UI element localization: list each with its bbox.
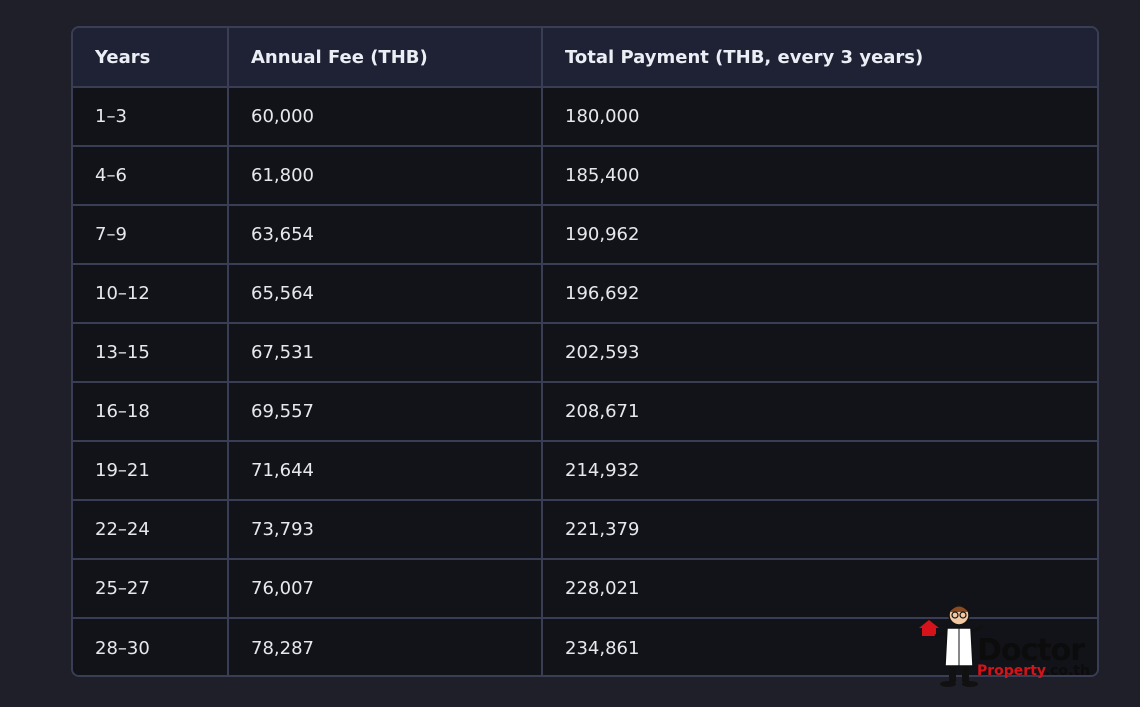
cell-annual-fee: 69,557 bbox=[227, 381, 543, 442]
fee-table: Years Annual Fee (THB) Total Payment (TH… bbox=[73, 28, 1097, 675]
table-header: Years Annual Fee (THB) Total Payment (TH… bbox=[73, 28, 1097, 88]
cell-total-payment: 190,962 bbox=[541, 204, 1097, 265]
cell-years: 28–30 bbox=[73, 617, 229, 675]
cell-years: 13–15 bbox=[73, 322, 229, 383]
logo-sub-brand: Property bbox=[977, 663, 1045, 679]
table-row: 1–3 60,000 180,000 bbox=[73, 86, 1097, 147]
cell-total-payment: 221,379 bbox=[541, 499, 1097, 560]
cell-total-payment: 228,021 bbox=[541, 558, 1097, 619]
cell-annual-fee: 73,793 bbox=[227, 499, 543, 560]
cell-total-payment: 208,671 bbox=[541, 381, 1097, 442]
cell-annual-fee: 76,007 bbox=[227, 558, 543, 619]
cell-years: 10–12 bbox=[73, 263, 229, 324]
cell-years: 16–18 bbox=[73, 381, 229, 442]
fee-table-container: Years Annual Fee (THB) Total Payment (TH… bbox=[71, 26, 1099, 677]
table-row: 7–9 63,654 190,962 bbox=[73, 204, 1097, 265]
cell-years: 22–24 bbox=[73, 499, 229, 560]
cell-annual-fee: 60,000 bbox=[227, 86, 543, 147]
cell-total-payment: 196,692 bbox=[541, 263, 1097, 324]
header-years: Years bbox=[73, 28, 229, 88]
table-row: 19–21 71,644 214,932 bbox=[73, 440, 1097, 501]
cell-annual-fee: 78,287 bbox=[227, 617, 543, 675]
table-body: 1–3 60,000 180,000 4–6 61,800 185,400 7–… bbox=[73, 86, 1097, 675]
table-row: 25–27 76,007 228,021 bbox=[73, 558, 1097, 619]
table-row: 16–18 69,557 208,671 bbox=[73, 381, 1097, 442]
logo-word: Doctor bbox=[977, 633, 1085, 668]
table-row: 28–30 78,287 234,861 bbox=[73, 617, 1097, 675]
cell-annual-fee: 65,564 bbox=[227, 263, 543, 324]
cell-annual-fee: 67,531 bbox=[227, 322, 543, 383]
cell-total-payment: 185,400 bbox=[541, 145, 1097, 206]
logo-sub: Property.co.th bbox=[977, 664, 1090, 678]
table-row: 22–24 73,793 221,379 bbox=[73, 499, 1097, 560]
header-row: Years Annual Fee (THB) Total Payment (TH… bbox=[73, 28, 1097, 88]
cell-annual-fee: 61,800 bbox=[227, 145, 543, 206]
cell-years: 4–6 bbox=[73, 145, 229, 206]
cell-total-payment: 234,861 bbox=[541, 617, 1097, 675]
doctor-mascot-icon bbox=[919, 604, 984, 687]
cell-total-payment: 180,000 bbox=[541, 86, 1097, 147]
cell-annual-fee: 63,654 bbox=[227, 204, 543, 265]
header-annual-fee: Annual Fee (THB) bbox=[227, 28, 543, 88]
cell-years: 1–3 bbox=[73, 86, 229, 147]
cell-total-payment: 202,593 bbox=[541, 322, 1097, 383]
cell-years: 25–27 bbox=[73, 558, 229, 619]
table-row: 10–12 65,564 196,692 bbox=[73, 263, 1097, 324]
doctor-property-logo: Doctor Property.co.th bbox=[915, 600, 1125, 690]
header-total-payment: Total Payment (THB, every 3 years) bbox=[541, 28, 1097, 88]
cell-annual-fee: 71,644 bbox=[227, 440, 543, 501]
logo-sub-domain: .co.th bbox=[1044, 663, 1090, 679]
table-row: 4–6 61,800 185,400 bbox=[73, 145, 1097, 206]
table-row: 13–15 67,531 202,593 bbox=[73, 322, 1097, 383]
cell-years: 19–21 bbox=[73, 440, 229, 501]
cell-years: 7–9 bbox=[73, 204, 229, 265]
cell-total-payment: 214,932 bbox=[541, 440, 1097, 501]
